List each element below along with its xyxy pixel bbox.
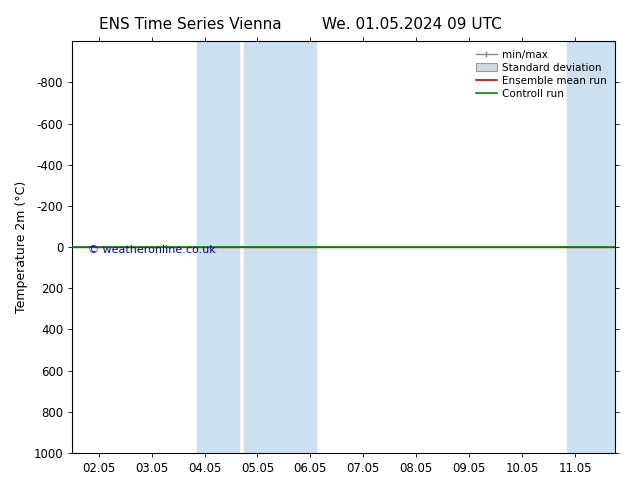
Text: ENS Time Series Vienna: ENS Time Series Vienna	[99, 17, 281, 32]
Text: © weatheronline.co.uk: © weatheronline.co.uk	[89, 245, 216, 255]
Bar	[567, 41, 615, 453]
Y-axis label: Temperature 2m (°C): Temperature 2m (°C)	[15, 181, 28, 313]
Text: We. 01.05.2024 09 UTC: We. 01.05.2024 09 UTC	[322, 17, 502, 32]
Legend: min/max, Standard deviation, Ensemble mean run, Controll run: min/max, Standard deviation, Ensemble me…	[472, 47, 610, 102]
Bar	[197, 41, 239, 453]
Bar	[244, 41, 316, 453]
